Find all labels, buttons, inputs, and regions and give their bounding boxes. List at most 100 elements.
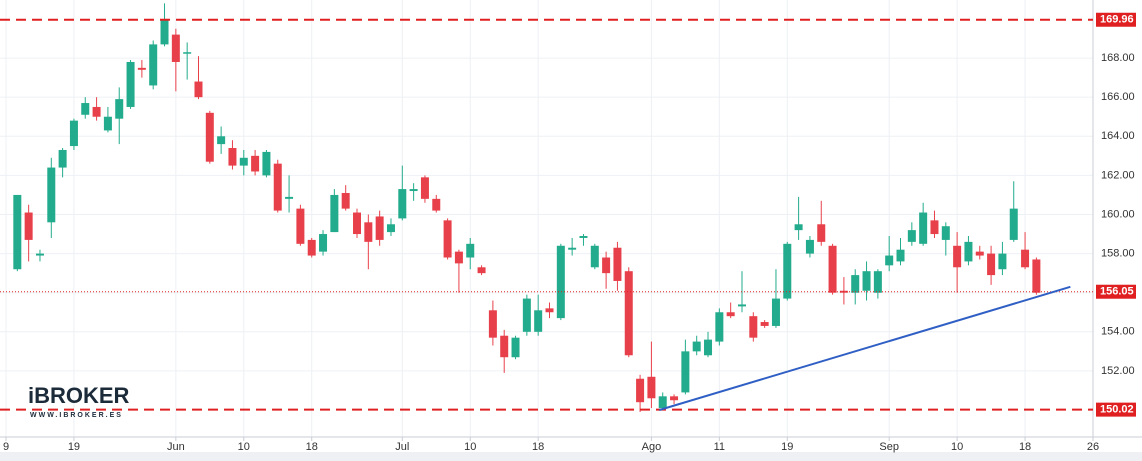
candle-body [522,298,531,332]
candle-body [409,189,418,192]
candle-body [624,271,633,356]
candle-body [737,304,746,307]
candle-body [466,243,475,258]
x-tick-label: 10 [238,441,250,453]
candle-body [794,224,803,231]
candle-body [160,18,169,45]
candle-body [749,316,758,338]
x-tick-label: 18 [1019,441,1031,453]
candle-body [828,245,837,293]
price-label: 156.05 [1100,286,1134,298]
candle-body [171,34,180,62]
candle-body [907,230,916,242]
candle-body [13,194,22,270]
candle-body [556,245,565,319]
x-tick-label: 18 [306,441,318,453]
candle-body [47,167,56,223]
candle-body [285,196,294,199]
candle-body [341,192,350,209]
logo-name: iBROKER [28,383,130,408]
candle-body [568,247,577,250]
candle-body [885,255,894,266]
candle-body [715,312,724,342]
candle-body [941,226,950,240]
candle-body [183,52,192,54]
candle-body [149,44,158,86]
candle-body [851,275,860,293]
x-tick-label: Jun [167,441,185,453]
candle-body [330,194,339,233]
overlay: 169.96 150.02 156.05 [0,12,1136,417]
y-tick-label: 164.00 [1101,130,1135,142]
candle-body [228,148,237,166]
candle-body [602,257,611,274]
candle-body [35,253,44,256]
candle-body [704,339,713,356]
candle-body [273,163,282,211]
candle-body [115,99,124,119]
candle-body [477,267,486,274]
candle-body [953,245,962,268]
x-tick-label: 10 [464,441,476,453]
logo-url: WWW.IBROKER.ES [30,412,123,419]
candle-body [420,177,429,199]
candle-body [545,308,554,313]
candle-body [613,247,622,281]
candle-body [896,249,905,262]
price-label-box [1096,402,1136,417]
candle-body [987,253,996,276]
candle-body [681,351,690,393]
x-tick-label: Sep [879,441,899,453]
candle-body [126,61,135,107]
candle-body [432,198,441,211]
price-label: 150.02 [1100,404,1134,416]
candle-body [873,271,882,293]
candle-body [375,216,384,240]
y-tick-label: 158.00 [1101,248,1135,260]
candle-body [24,212,33,240]
candle-body [500,335,509,358]
candle-body [805,239,814,254]
x-tick-label: 26 [1087,441,1099,453]
trendline [659,285,1071,411]
candle-body [386,224,395,233]
x-tick-label: 19 [781,441,793,453]
candle-body [579,235,588,238]
plot [13,3,1041,412]
price-label-box [1096,12,1136,27]
price-label: 169.96 [1100,14,1134,26]
candle-body [511,337,520,358]
candle-body [194,81,203,98]
y-tick-label: 166.00 [1101,91,1135,103]
y-tick-label: 168.00 [1101,52,1135,64]
candle-body [670,396,679,401]
candle-body [534,310,543,332]
candle-body [217,136,226,145]
candle-body [353,212,362,235]
candle-body [103,116,112,131]
candle-body [760,322,769,326]
candle-body [443,220,452,258]
y-tick-label: 162.00 [1101,169,1135,181]
candle-body [137,67,146,70]
candle-body [783,243,792,299]
candle-body [647,376,656,399]
x-tick-label: Jul [395,441,409,453]
candle-body [262,151,271,176]
x-tick-label: 18 [532,441,544,453]
candle-body [205,112,214,162]
scrollbar [0,452,1142,461]
candle-body [919,212,928,244]
candle-body [975,251,984,256]
candle-body [771,298,780,326]
candle-body [454,251,463,264]
candle-body [488,310,497,338]
candle-body [319,234,328,252]
x-tick-label: Ago [642,441,662,453]
y-tick-label: 154.00 [1101,326,1135,338]
x-tick-label: 11 [714,441,725,453]
candle-body [817,224,826,242]
candle-body [590,245,599,268]
